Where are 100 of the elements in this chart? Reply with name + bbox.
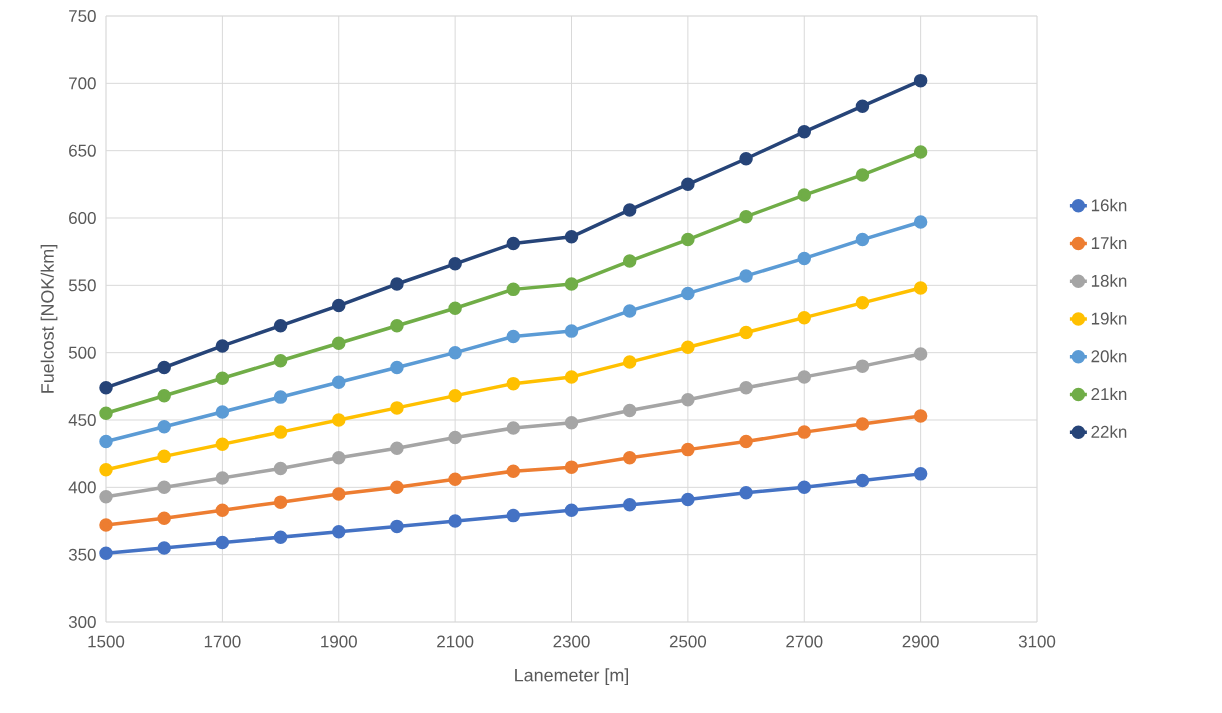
point (855, 168, 870, 182)
point (564, 460, 579, 474)
x-tick-label: 2700 (786, 635, 823, 648)
point (390, 318, 404, 333)
point (99, 546, 113, 561)
point (913, 145, 928, 159)
y-tick-label: 750 (69, 10, 96, 22)
point (506, 508, 521, 523)
x-tick-label: 2300 (553, 635, 590, 648)
x-tick-label: 1700 (204, 635, 241, 648)
point (797, 370, 812, 384)
legend-label: 17kn (1091, 236, 1127, 249)
point (622, 254, 637, 268)
point (622, 304, 637, 318)
legend-label: 21kn (1091, 387, 1127, 400)
point (622, 203, 637, 217)
point (797, 188, 812, 202)
point (855, 417, 870, 431)
point (681, 232, 695, 247)
point (622, 403, 637, 418)
point (797, 251, 812, 266)
point (855, 473, 870, 488)
x-tick-label: 2500 (669, 635, 707, 648)
y-tick-label: 600 (69, 212, 96, 224)
point (215, 535, 230, 550)
y-tick-label: 500 (68, 346, 96, 359)
point (739, 325, 753, 340)
point (855, 99, 870, 113)
point (273, 461, 288, 476)
point (913, 409, 928, 423)
point (564, 503, 579, 517)
point (681, 393, 695, 407)
point (564, 324, 579, 338)
point (506, 329, 521, 344)
x-tick-label: 2100 (437, 635, 474, 648)
point (99, 434, 113, 449)
y-tick-label: 350 (68, 548, 96, 561)
point (622, 498, 637, 512)
point (506, 376, 521, 391)
x-tick-label: 2900 (902, 635, 939, 648)
legend-label: 22kn (1091, 425, 1127, 438)
y-tick-label: 450 (68, 414, 96, 426)
point (448, 345, 462, 360)
point (273, 354, 288, 368)
point (448, 389, 462, 403)
point (332, 336, 346, 350)
point (332, 487, 346, 501)
point (797, 125, 812, 139)
point (99, 380, 113, 395)
point (855, 232, 870, 247)
point (273, 495, 288, 509)
y-tick-label: 550 (68, 279, 96, 292)
point (215, 471, 230, 485)
point (913, 73, 928, 88)
point (448, 514, 462, 528)
x-axis-title: Lanemeter [m] (515, 668, 629, 686)
point (273, 425, 288, 439)
point (332, 413, 346, 427)
point (739, 209, 753, 224)
point (797, 310, 812, 325)
point (215, 405, 230, 419)
point (157, 541, 171, 555)
point (99, 518, 113, 532)
legend-label: 19kn (1091, 312, 1127, 325)
point (448, 257, 462, 271)
point (157, 389, 171, 403)
point (273, 530, 288, 544)
point (739, 485, 753, 500)
point (390, 519, 404, 534)
point (913, 467, 928, 481)
point (855, 359, 870, 373)
point (739, 380, 753, 395)
y-tick-label: 300 (68, 616, 96, 628)
point (273, 318, 288, 333)
x-tick-label: 1500 (88, 635, 125, 648)
point (99, 463, 113, 477)
point (448, 430, 462, 445)
point (390, 401, 404, 415)
point (797, 480, 812, 495)
y-axis-title: Fuelcost [NOK/km] (40, 245, 58, 393)
y-tick-label: 400 (68, 481, 96, 494)
y-tick-label: 700 (69, 77, 96, 90)
legend-label: 18kn (1091, 274, 1127, 287)
point (506, 421, 521, 435)
point (739, 151, 753, 166)
point (564, 370, 579, 384)
point (739, 269, 753, 283)
point (564, 415, 579, 430)
point (506, 464, 521, 478)
point (681, 340, 695, 355)
point (332, 525, 346, 539)
point (681, 286, 695, 301)
point (681, 492, 695, 507)
point (390, 441, 404, 456)
point (681, 442, 695, 457)
point (855, 296, 870, 310)
point (215, 437, 230, 451)
point (913, 347, 928, 361)
point (390, 360, 404, 375)
point (390, 277, 404, 291)
